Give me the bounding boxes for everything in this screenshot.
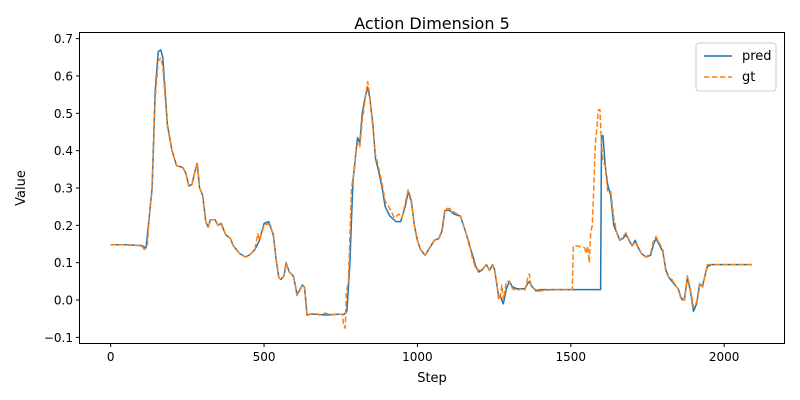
series-layer bbox=[110, 49, 752, 329]
y-tick-label: 0.2 bbox=[54, 219, 73, 233]
x-tick-label: 1500 bbox=[556, 350, 587, 364]
y-tick-label: 0.6 bbox=[54, 69, 73, 83]
y-tick-label: 0.0 bbox=[54, 294, 73, 308]
legend-label-pred: pred bbox=[742, 49, 772, 64]
x-axis-label: Step bbox=[417, 371, 447, 386]
x-tick-label: 500 bbox=[253, 350, 276, 364]
y-axis: −0.1 0.0 0.1 0.2 0.3 0.4 0.5 0.6 0.7 bbox=[44, 32, 80, 345]
y-tick-label: −0.1 bbox=[44, 331, 73, 345]
x-tick-label: 0 bbox=[107, 350, 115, 364]
series-line-gt bbox=[110, 57, 752, 329]
x-tick-label: 2000 bbox=[709, 350, 740, 364]
x-tick-label: 1000 bbox=[402, 350, 433, 364]
x-axis: 0 500 1000 1500 2000 bbox=[107, 343, 740, 364]
y-tick-label: 0.1 bbox=[54, 256, 73, 270]
legend-box bbox=[695, 42, 777, 92]
plot-frame bbox=[79, 32, 785, 344]
y-axis-label: Value bbox=[14, 170, 29, 206]
y-tick-label: 0.4 bbox=[54, 144, 73, 158]
legend-label-gt: gt bbox=[742, 70, 755, 85]
y-tick-label: 0.7 bbox=[54, 32, 73, 46]
chart-title: Action Dimension 5 bbox=[354, 14, 510, 33]
y-tick-label: 0.3 bbox=[54, 182, 73, 196]
legend: pred gt bbox=[695, 42, 777, 92]
y-tick-label: 0.5 bbox=[54, 107, 73, 121]
